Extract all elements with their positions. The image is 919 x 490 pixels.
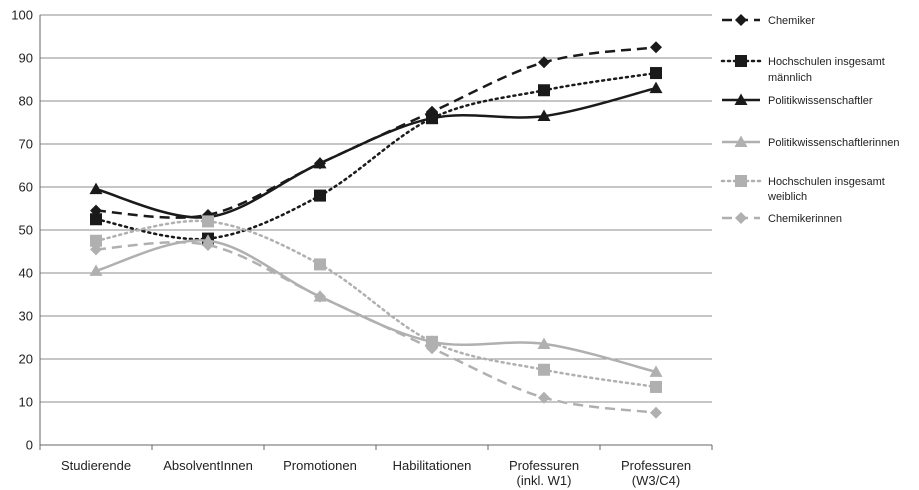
series-hochschulen-insgesamt-weiblich (90, 215, 662, 393)
legend-item: Chemiker (722, 14, 815, 27)
legend-label: Politikwissenschaftlerinnen (768, 137, 899, 149)
y-tick-label: 60 (19, 180, 33, 195)
data-point (90, 213, 102, 226)
legend-label: weiblich (767, 191, 807, 203)
data-point (426, 342, 438, 355)
legend-item: Politikwissenschaftler (722, 93, 873, 107)
data-point (650, 41, 662, 54)
data-point (649, 365, 663, 377)
data-point (314, 290, 326, 303)
data-point (650, 380, 662, 393)
legend-marker (735, 175, 747, 187)
y-tick-label: 80 (19, 94, 33, 109)
series-line (95, 239, 657, 374)
data-point (202, 215, 214, 228)
legend: Chemiker Hochschulen insgesamt männlich Pol… (720, 14, 899, 225)
legend-item: Politikwissenschaftlerinnen (722, 135, 899, 149)
legend-label: Politikwissenschaftler (768, 95, 873, 107)
y-tick-label: 70 (19, 137, 33, 152)
data-point (89, 182, 103, 195)
data-point (650, 67, 662, 80)
data-point (425, 111, 439, 124)
series-politikwissenschaftler (89, 81, 663, 223)
y-tick-label: 0 (26, 438, 33, 453)
gridlines (40, 14, 712, 446)
data-point (537, 109, 551, 122)
legend-label: Chemiker (768, 15, 815, 27)
y-tick-label: 100 (11, 8, 33, 23)
x-tick-label: Professuren (inkl. W1) (509, 458, 579, 488)
series-line (95, 86, 657, 219)
legend-label: Chemikerinnen (768, 213, 842, 225)
legend-item: Hochschulen insgesamt männlich (720, 55, 885, 84)
data-point (538, 391, 550, 404)
legend-label: männlich (768, 72, 812, 84)
data-point (538, 84, 550, 97)
series-line (94, 71, 658, 241)
data-point (90, 234, 102, 247)
series-chemikerinnen (90, 239, 662, 419)
series-line (95, 241, 657, 415)
x-tick-label: Studierende (61, 458, 131, 473)
legend-label: Hochschulen insgesamt (768, 56, 885, 68)
y-tick-label: 40 (19, 266, 33, 281)
data-point (89, 264, 103, 276)
legend-marker (735, 55, 747, 67)
data-point (426, 335, 438, 348)
legend-marker (735, 212, 747, 224)
y-tick-label: 10 (19, 395, 33, 410)
data-point (90, 243, 102, 256)
legend-marker (734, 135, 748, 147)
axes: 0 10 20 30 40 50 60 70 80 90 100 Studierende Absolve… (11, 8, 713, 488)
data-point (650, 406, 662, 419)
y-tick-label: 50 (19, 223, 33, 238)
data-point (538, 363, 550, 376)
data-point (313, 156, 327, 169)
data-point (202, 239, 214, 252)
x-tick-label: Promotionen (283, 458, 357, 473)
series-line (95, 46, 657, 219)
x-tick-label: Professuren (W3/C4) (621, 458, 691, 488)
data-point (538, 56, 550, 69)
data-point (537, 337, 551, 349)
legend-item: Chemikerinnen (722, 212, 842, 225)
x-tick-label: Habilitationen (393, 458, 472, 473)
y-tick-label: 90 (19, 51, 33, 66)
y-tick-label: 20 (19, 352, 33, 367)
legend-marker (734, 93, 748, 105)
series-chemiker (90, 41, 662, 221)
x-tick-label: AbsolventInnen (163, 458, 253, 473)
series-politikwissenschaftlerinnen (89, 234, 663, 377)
series-line (94, 219, 658, 389)
data-point (649, 81, 663, 94)
legend-item: Hochschulen insgesamt weiblich (720, 175, 885, 203)
data-point (314, 258, 326, 271)
series-layer (89, 41, 663, 419)
legend-label: Hochschulen insgesamt (768, 176, 885, 188)
data-point (314, 189, 326, 202)
legend-marker (735, 14, 747, 26)
y-tick-label: 30 (19, 309, 33, 324)
